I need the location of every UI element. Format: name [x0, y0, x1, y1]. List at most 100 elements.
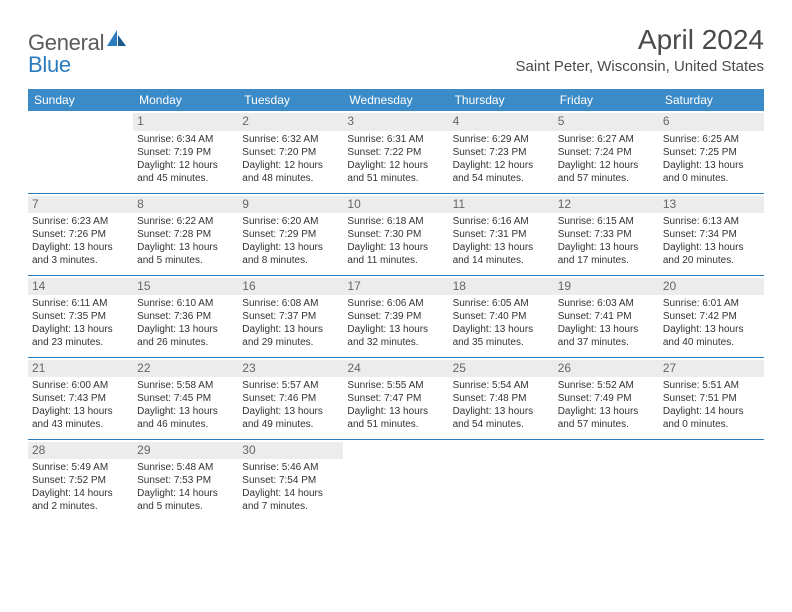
- sunset-text: Sunset: 7:37 PM: [242, 310, 339, 323]
- sunrise-text: Sunrise: 5:51 AM: [663, 379, 760, 392]
- sunset-text: Sunset: 7:26 PM: [32, 228, 129, 241]
- daylight-text: Daylight: 12 hours: [558, 159, 655, 172]
- calendar-cell: 17Sunrise: 6:06 AMSunset: 7:39 PMDayligh…: [343, 275, 448, 357]
- daylight-text: Daylight: 13 hours: [347, 241, 444, 254]
- sunrise-text: Sunrise: 6:31 AM: [347, 133, 444, 146]
- sunset-text: Sunset: 7:48 PM: [453, 392, 550, 405]
- day-number: 17: [343, 278, 448, 296]
- daylight-text: and 35 minutes.: [453, 336, 550, 349]
- sunset-text: Sunset: 7:52 PM: [32, 474, 129, 487]
- day-header: Wednesday: [343, 89, 448, 111]
- calendar-body: 1Sunrise: 6:34 AMSunset: 7:19 PMDaylight…: [28, 111, 764, 521]
- day-number: 7: [28, 196, 133, 214]
- calendar-cell: 11Sunrise: 6:16 AMSunset: 7:31 PMDayligh…: [449, 193, 554, 275]
- day-number: 25: [449, 360, 554, 378]
- daylight-text: Daylight: 13 hours: [663, 323, 760, 336]
- sunset-text: Sunset: 7:49 PM: [558, 392, 655, 405]
- sunset-text: Sunset: 7:36 PM: [137, 310, 234, 323]
- calendar-cell: 15Sunrise: 6:10 AMSunset: 7:36 PMDayligh…: [133, 275, 238, 357]
- calendar-cell: [28, 111, 133, 193]
- sunset-text: Sunset: 7:30 PM: [347, 228, 444, 241]
- day-header: Saturday: [659, 89, 764, 111]
- daylight-text: Daylight: 12 hours: [453, 159, 550, 172]
- sunset-text: Sunset: 7:34 PM: [663, 228, 760, 241]
- daylight-text: and 32 minutes.: [347, 336, 444, 349]
- daylight-text: and 51 minutes.: [347, 418, 444, 431]
- sunset-text: Sunset: 7:54 PM: [242, 474, 339, 487]
- daylight-text: Daylight: 14 hours: [32, 487, 129, 500]
- calendar-cell: 18Sunrise: 6:05 AMSunset: 7:40 PMDayligh…: [449, 275, 554, 357]
- sunrise-text: Sunrise: 6:05 AM: [453, 297, 550, 310]
- day-number: 22: [133, 360, 238, 378]
- calendar-cell: 24Sunrise: 5:55 AMSunset: 7:47 PMDayligh…: [343, 357, 448, 439]
- sunrise-text: Sunrise: 5:49 AM: [32, 461, 129, 474]
- daylight-text: and 17 minutes.: [558, 254, 655, 267]
- sunset-text: Sunset: 7:47 PM: [347, 392, 444, 405]
- sunset-text: Sunset: 7:46 PM: [242, 392, 339, 405]
- calendar-cell: 19Sunrise: 6:03 AMSunset: 7:41 PMDayligh…: [554, 275, 659, 357]
- daylight-text: and 57 minutes.: [558, 172, 655, 185]
- calendar-week: 1Sunrise: 6:34 AMSunset: 7:19 PMDaylight…: [28, 111, 764, 193]
- calendar-cell: 3Sunrise: 6:31 AMSunset: 7:22 PMDaylight…: [343, 111, 448, 193]
- daylight-text: Daylight: 13 hours: [137, 323, 234, 336]
- sunrise-text: Sunrise: 6:15 AM: [558, 215, 655, 228]
- calendar-cell: 9Sunrise: 6:20 AMSunset: 7:29 PMDaylight…: [238, 193, 343, 275]
- daylight-text: Daylight: 13 hours: [242, 241, 339, 254]
- sunset-text: Sunset: 7:51 PM: [663, 392, 760, 405]
- day-header: Monday: [133, 89, 238, 111]
- calendar-cell: 25Sunrise: 5:54 AMSunset: 7:48 PMDayligh…: [449, 357, 554, 439]
- day-header: Tuesday: [238, 89, 343, 111]
- calendar-cell: 7Sunrise: 6:23 AMSunset: 7:26 PMDaylight…: [28, 193, 133, 275]
- sunrise-text: Sunrise: 5:46 AM: [242, 461, 339, 474]
- daylight-text: Daylight: 13 hours: [453, 323, 550, 336]
- day-number: 15: [133, 278, 238, 296]
- sail-icon: [106, 29, 128, 54]
- calendar-cell: 14Sunrise: 6:11 AMSunset: 7:35 PMDayligh…: [28, 275, 133, 357]
- calendar-cell: 1Sunrise: 6:34 AMSunset: 7:19 PMDaylight…: [133, 111, 238, 193]
- sunset-text: Sunset: 7:31 PM: [453, 228, 550, 241]
- daylight-text: Daylight: 13 hours: [453, 241, 550, 254]
- calendar-week: 28Sunrise: 5:49 AMSunset: 7:52 PMDayligh…: [28, 439, 764, 521]
- day-number: 16: [238, 278, 343, 296]
- sunrise-text: Sunrise: 5:58 AM: [137, 379, 234, 392]
- calendar-cell: 2Sunrise: 6:32 AMSunset: 7:20 PMDaylight…: [238, 111, 343, 193]
- daylight-text: and 54 minutes.: [453, 418, 550, 431]
- daylight-text: Daylight: 13 hours: [347, 405, 444, 418]
- calendar-page: General April 2024 Saint Peter, Wisconsi…: [0, 0, 792, 545]
- calendar-cell: 13Sunrise: 6:13 AMSunset: 7:34 PMDayligh…: [659, 193, 764, 275]
- day-number: 20: [659, 278, 764, 296]
- day-header: Thursday: [449, 89, 554, 111]
- sunrise-text: Sunrise: 6:10 AM: [137, 297, 234, 310]
- brand-text-2: Blue: [28, 52, 71, 77]
- day-header: Friday: [554, 89, 659, 111]
- daylight-text: and 14 minutes.: [453, 254, 550, 267]
- day-header: Sunday: [28, 89, 133, 111]
- sunrise-text: Sunrise: 6:13 AM: [663, 215, 760, 228]
- sunset-text: Sunset: 7:53 PM: [137, 474, 234, 487]
- daylight-text: and 5 minutes.: [137, 500, 234, 513]
- calendar-cell: [554, 439, 659, 521]
- daylight-text: and 2 minutes.: [32, 500, 129, 513]
- sunrise-text: Sunrise: 5:54 AM: [453, 379, 550, 392]
- calendar-cell: 28Sunrise: 5:49 AMSunset: 7:52 PMDayligh…: [28, 439, 133, 521]
- day-number: 28: [28, 442, 133, 460]
- day-number: 13: [659, 196, 764, 214]
- calendar-cell: 23Sunrise: 5:57 AMSunset: 7:46 PMDayligh…: [238, 357, 343, 439]
- sunrise-text: Sunrise: 6:03 AM: [558, 297, 655, 310]
- daylight-text: and 57 minutes.: [558, 418, 655, 431]
- calendar-cell: 16Sunrise: 6:08 AMSunset: 7:37 PMDayligh…: [238, 275, 343, 357]
- sunset-text: Sunset: 7:40 PM: [453, 310, 550, 323]
- sunrise-text: Sunrise: 6:08 AM: [242, 297, 339, 310]
- daylight-text: Daylight: 13 hours: [558, 241, 655, 254]
- sunrise-text: Sunrise: 6:23 AM: [32, 215, 129, 228]
- sunrise-text: Sunrise: 5:48 AM: [137, 461, 234, 474]
- day-number: 23: [238, 360, 343, 378]
- daylight-text: Daylight: 13 hours: [137, 241, 234, 254]
- sunrise-text: Sunrise: 6:22 AM: [137, 215, 234, 228]
- daylight-text: and 29 minutes.: [242, 336, 339, 349]
- calendar-header-row: SundayMondayTuesdayWednesdayThursdayFrid…: [28, 89, 764, 111]
- daylight-text: Daylight: 12 hours: [137, 159, 234, 172]
- day-number: 6: [659, 113, 764, 131]
- sunset-text: Sunset: 7:28 PM: [137, 228, 234, 241]
- sunset-text: Sunset: 7:39 PM: [347, 310, 444, 323]
